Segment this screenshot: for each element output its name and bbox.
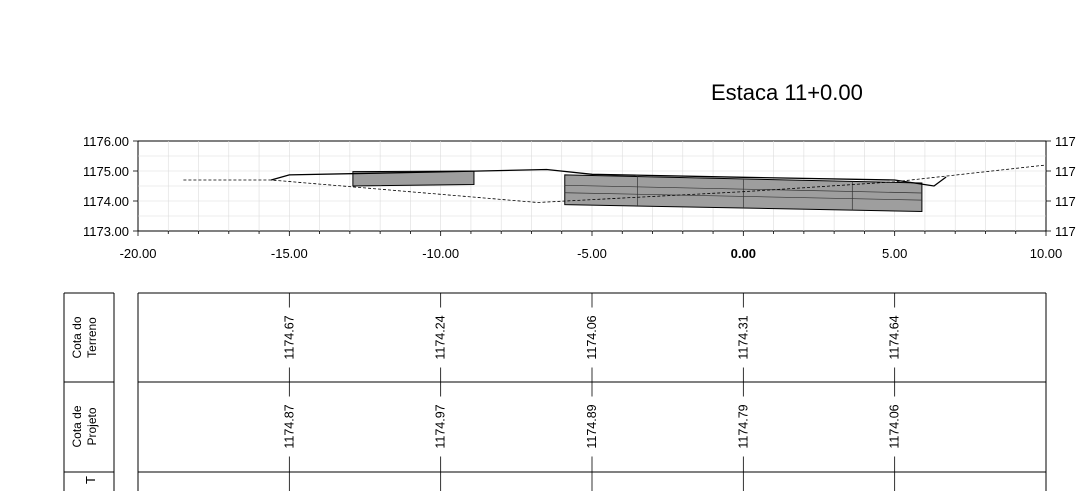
x-tick-label: -10.00 (422, 246, 459, 261)
elevation-table: Cota do Terreno 1174.67 1174.24 1174.06 1174.… (63, 292, 1047, 491)
x-tick-label: -20.00 (120, 246, 157, 261)
profiles (183, 164, 1047, 203)
elevation-value: 1174.06 (585, 315, 599, 359)
y-tick-label-right: 117 (1055, 134, 1076, 149)
elevation-value: 1174.67 (282, 315, 296, 359)
row-label-line2: Projeto (85, 407, 99, 445)
value-bg (735, 307, 752, 368)
x-tick-label: -5.00 (577, 246, 607, 261)
cut-blocks (352, 170, 923, 213)
row-label-line2: Terreno (85, 317, 99, 358)
y-tick-label-right: 117 (1055, 194, 1076, 209)
elevation-value: 1174.31 (736, 315, 750, 359)
elevation-value: 1174.87 (282, 404, 296, 448)
value-bg (432, 307, 449, 368)
elevation-value: 1174.64 (888, 315, 902, 359)
y-tick-label: 1174.00 (83, 194, 129, 209)
value-bg (584, 396, 600, 457)
value-bg (584, 307, 600, 368)
x-tick-label: 10.00 (1030, 246, 1063, 261)
y-tick-label: 1175.00 (83, 164, 129, 179)
row-label-line1: T (83, 476, 98, 484)
elevation-value: 1174.97 (434, 404, 448, 448)
elevation-value: 1174.24 (434, 315, 448, 359)
value-bg (886, 307, 903, 368)
block-layer-line (564, 192, 922, 201)
section-title: Estaca 11+0.00 (711, 80, 863, 105)
value-bg (735, 396, 752, 457)
axis-labels: -20.00 -15.00 -10.00 -5.00 0.00 5.00 10.00 1176… (83, 134, 1076, 261)
elevation-value: 1174.06 (888, 404, 902, 448)
y-tick-label: 1176.00 (83, 134, 129, 149)
elevation-value: 1174.79 (736, 404, 750, 448)
value-bg (886, 396, 903, 457)
x-tick-label: 0.00 (731, 246, 756, 261)
y-tick-label-right: 117 (1055, 224, 1076, 239)
elevation-value: 1174.89 (585, 404, 599, 448)
x-tick-label: 5.00 (882, 246, 907, 261)
value-bg (432, 396, 449, 457)
design-profile-line (270, 168, 947, 187)
x-tick-label: -15.00 (271, 246, 308, 261)
row-label-line1: Cota do (70, 316, 84, 358)
block-layer-line (564, 184, 922, 194)
cut-block (352, 170, 475, 187)
row-label-line1: Cota de (70, 405, 84, 447)
value-bg (281, 307, 298, 368)
y-tick-label: 1173.00 (83, 224, 129, 239)
value-bg (281, 396, 298, 457)
y-tick-label-right: 117 (1055, 164, 1076, 179)
